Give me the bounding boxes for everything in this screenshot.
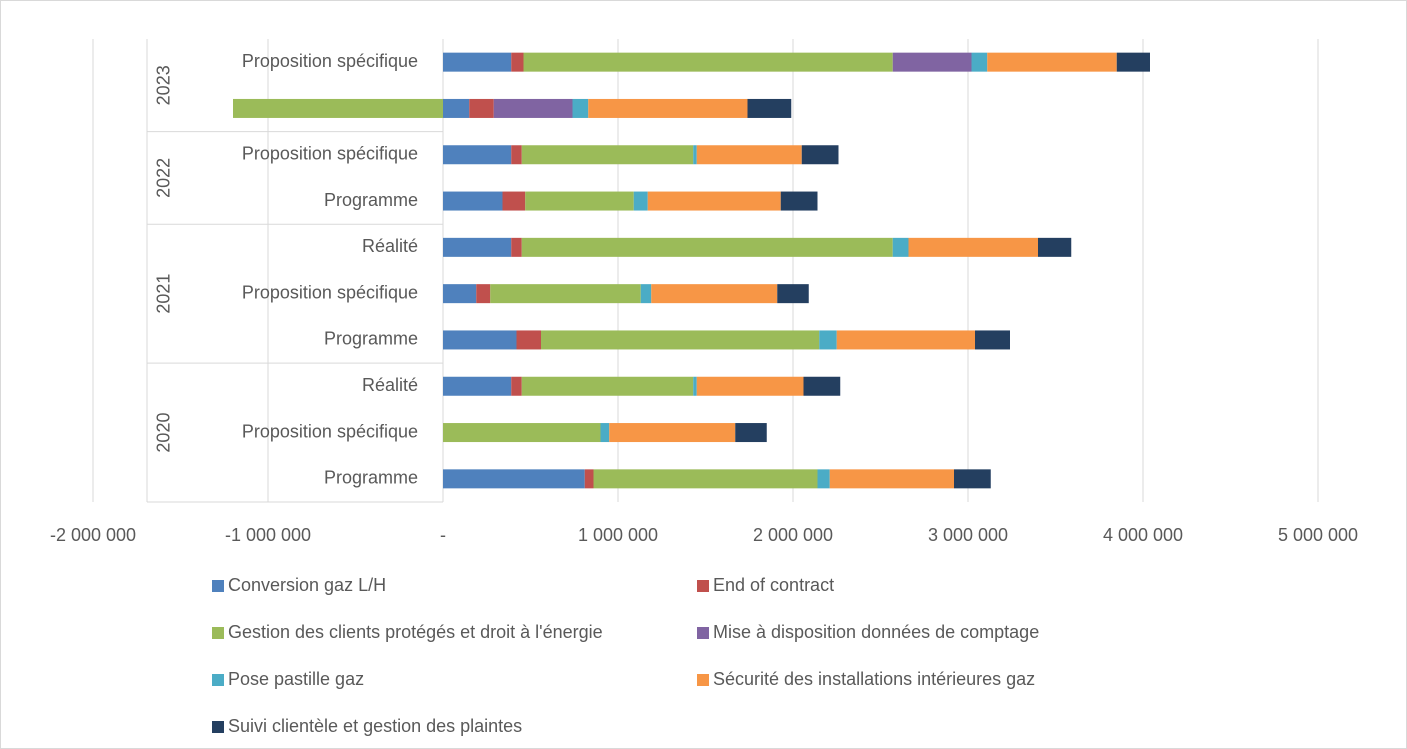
- x-tick-label: 1 000 000: [578, 525, 658, 545]
- bar-segment: [443, 284, 477, 304]
- bar-segment: [735, 423, 767, 443]
- bar-segment: [588, 98, 748, 118]
- bar-segment: [572, 98, 589, 118]
- bar-segment: [443, 191, 503, 211]
- bar-segment: [693, 376, 697, 396]
- bar-segment: [1038, 237, 1072, 257]
- legend-swatch: [697, 674, 709, 686]
- bar-segment: [696, 145, 802, 165]
- bar-segment: [443, 52, 512, 72]
- bar-segment: [493, 98, 573, 118]
- bar-segment: [693, 145, 697, 165]
- bar-segment: [511, 52, 524, 72]
- legend-swatch: [697, 580, 709, 592]
- group-label: 2023: [154, 65, 174, 105]
- legend-label: Pose pastille gaz: [228, 669, 364, 689]
- bar-segment: [233, 98, 443, 118]
- bar-segment: [593, 469, 818, 489]
- y-tick-label: Programme: [324, 468, 418, 488]
- legend-label: End of contract: [713, 575, 834, 595]
- legend-swatch: [212, 627, 224, 639]
- y-tick-label: Proposition spécifique: [242, 421, 418, 441]
- group-label: 2022: [154, 158, 174, 198]
- legend-label: Mise à disposition données de comptage: [713, 622, 1039, 642]
- y-tick-label: Réalité: [362, 236, 418, 256]
- bar-segment: [971, 52, 988, 72]
- x-tick-label: 3 000 000: [928, 525, 1008, 545]
- x-tick-label: 4 000 000: [1103, 525, 1183, 545]
- legend-swatch: [212, 674, 224, 686]
- legend-swatch: [697, 627, 709, 639]
- legend-label: Gestion des clients protégés et droit à …: [228, 622, 603, 642]
- x-tick-label: -2 000 000: [50, 525, 136, 545]
- bar-segment: [521, 237, 893, 257]
- group-label: 2021: [154, 274, 174, 314]
- bar-segment: [817, 469, 830, 489]
- bar-segment: [511, 376, 522, 396]
- bar-segment: [633, 191, 648, 211]
- bar-segment: [954, 469, 991, 489]
- group-label: 2020: [154, 413, 174, 453]
- bar-segment: [525, 191, 634, 211]
- bar-segment: [819, 330, 837, 350]
- bar-segment: [640, 284, 652, 304]
- x-tick-label: -: [440, 525, 446, 545]
- bar-segment: [511, 237, 522, 257]
- bar-segment: [829, 469, 954, 489]
- y-tick-label: Programme: [324, 329, 418, 349]
- bar-segment: [647, 191, 781, 211]
- bar-segment: [892, 237, 909, 257]
- bar-segment: [443, 145, 512, 165]
- y-tick-label: Proposition spécifique: [242, 51, 418, 71]
- bar-segment: [801, 145, 839, 165]
- legend-swatch: [212, 580, 224, 592]
- bar-segment: [747, 98, 792, 118]
- bar-segment: [521, 376, 694, 396]
- legend-label: Sécurité des installations intérieures g…: [713, 669, 1035, 689]
- bar-segment: [490, 284, 641, 304]
- bar-segment: [836, 330, 975, 350]
- bar-segment: [476, 284, 491, 304]
- bar-segment: [521, 145, 694, 165]
- y-tick-label: Programme: [324, 190, 418, 210]
- bar-segment: [696, 376, 804, 396]
- bar-segment: [541, 330, 820, 350]
- bar-segment: [443, 423, 601, 443]
- legend-swatch: [212, 721, 224, 733]
- bar-segment: [516, 330, 541, 350]
- legend-label: Conversion gaz L/H: [228, 575, 386, 595]
- bar-segment: [780, 191, 818, 211]
- bar-segment: [987, 52, 1117, 72]
- bar-segment: [502, 191, 526, 211]
- bar-segment: [511, 145, 522, 165]
- legend-label: Suivi clientèle et gestion des plaintes: [228, 716, 522, 736]
- bar-segment: [443, 98, 470, 118]
- bar-segment: [975, 330, 1010, 350]
- bar-segment: [469, 98, 494, 118]
- bar-segment: [651, 284, 778, 304]
- bar-segment: [523, 52, 893, 72]
- bar-segment: [443, 376, 512, 396]
- bar-segment: [892, 52, 972, 72]
- y-tick-label: Réalité: [362, 375, 418, 395]
- bar-segment: [908, 237, 1038, 257]
- y-tick-label: Proposition spécifique: [242, 282, 418, 302]
- bar-segment: [443, 330, 517, 350]
- bar-segment: [600, 423, 610, 443]
- x-tick-label: 5 000 000: [1278, 525, 1358, 545]
- x-tick-label: -1 000 000: [225, 525, 311, 545]
- bar-segment: [1116, 52, 1150, 72]
- bar-segment: [443, 237, 512, 257]
- bar-segment: [777, 284, 809, 304]
- bar-segment: [584, 469, 594, 489]
- x-tick-label: 2 000 000: [753, 525, 833, 545]
- bar-segment: [443, 469, 585, 489]
- bar-segment: [803, 376, 841, 396]
- bar-segment: [609, 423, 736, 443]
- y-tick-label: Proposition spécifique: [242, 144, 418, 164]
